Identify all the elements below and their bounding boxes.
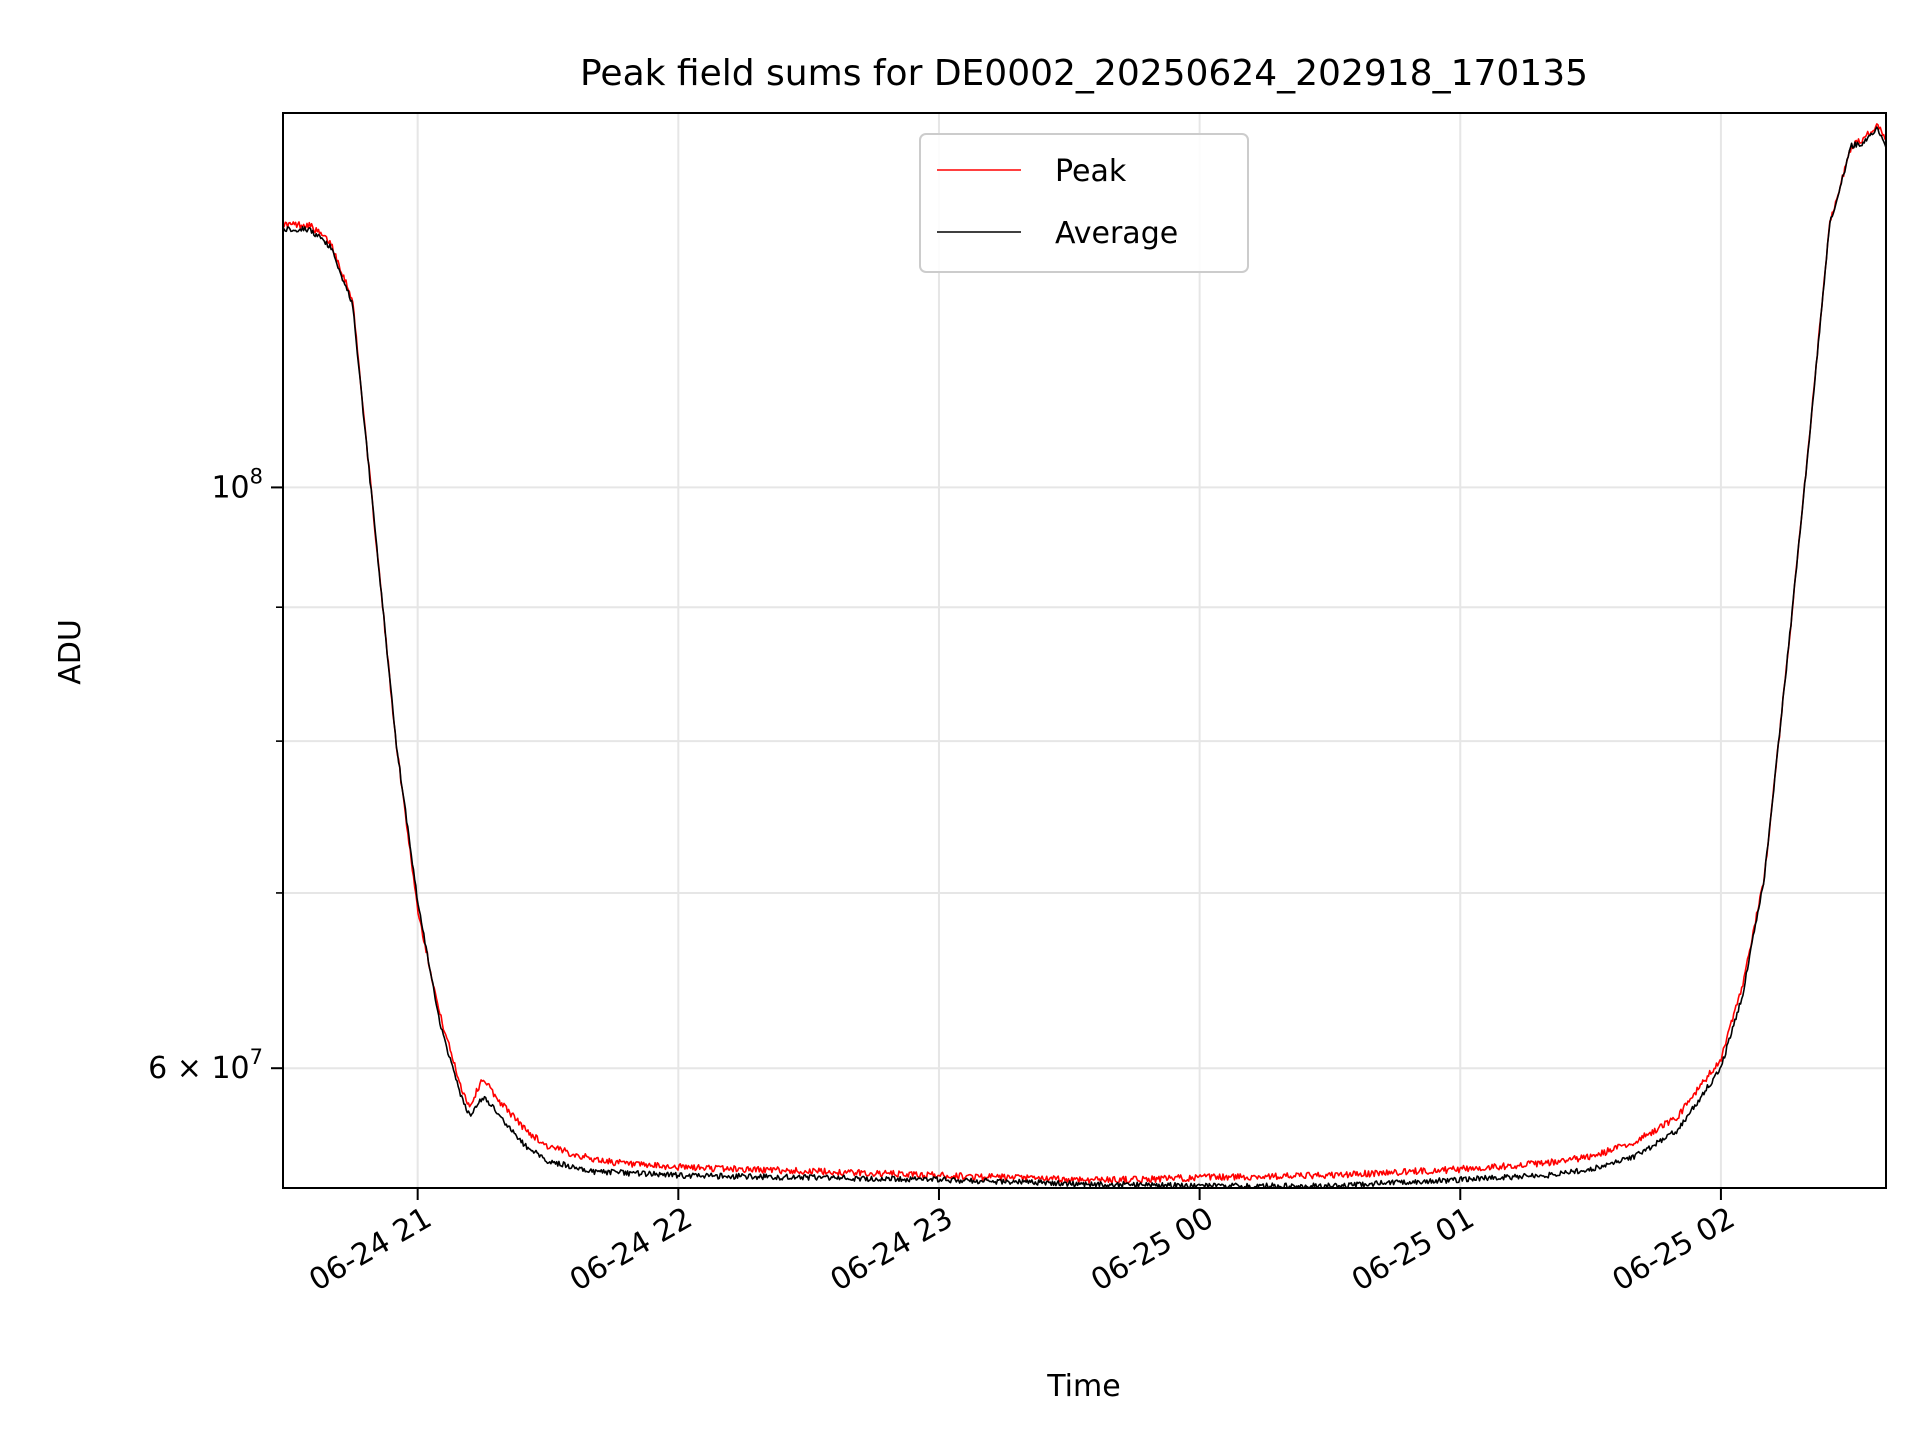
plot-frame xyxy=(282,112,1887,1189)
legend: Peak Average xyxy=(919,133,1249,273)
x-axis-label: Time xyxy=(1046,1369,1120,1404)
legend-box xyxy=(919,133,1249,273)
chart-title: Peak field sums for DE0002_20250624_2029… xyxy=(580,53,1588,94)
legend-label-peak: Peak xyxy=(1055,154,1127,189)
y-axis-label: ADU xyxy=(53,619,88,685)
legend-label-average: Average xyxy=(1055,216,1178,251)
grid xyxy=(283,113,1886,1188)
series-layer xyxy=(283,123,1886,1188)
series-line-average xyxy=(283,126,1886,1188)
series-line-peak xyxy=(283,123,1886,1184)
y-tick-label: 6 × 107 xyxy=(148,1045,263,1086)
